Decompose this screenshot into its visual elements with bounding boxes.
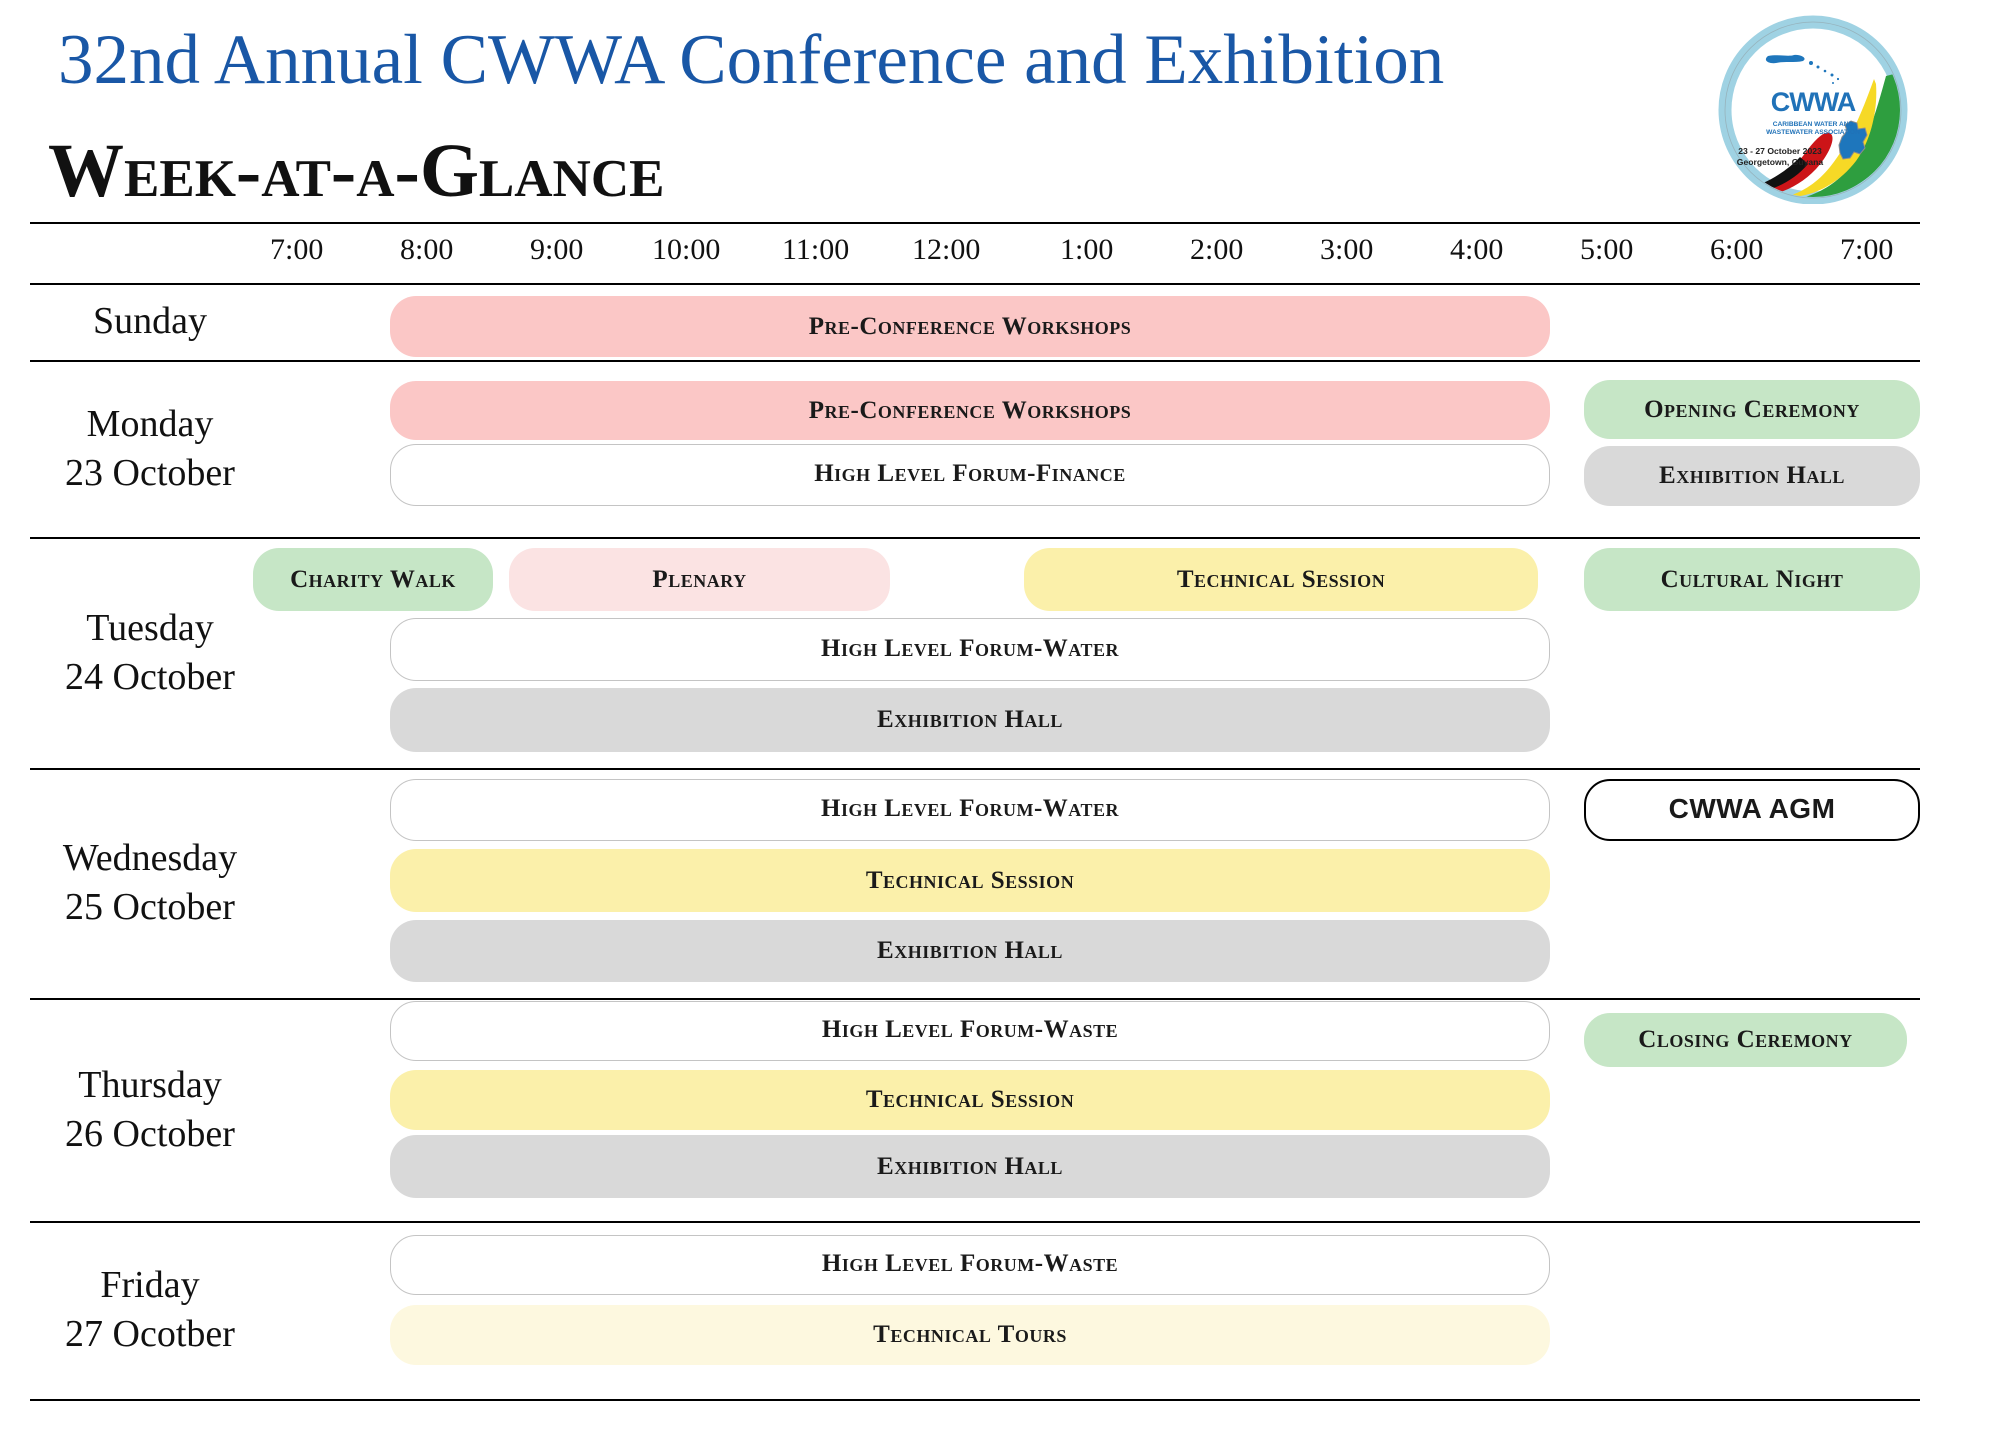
svg-text:23 - 27 October 2023: 23 - 27 October 2023 [1738, 146, 1822, 156]
svg-text:CWWA: CWWA [1771, 87, 1856, 117]
svg-text:WASTEWATER ASSOCIATION: WASTEWATER ASSOCIATION [1766, 129, 1860, 136]
svg-text:CARIBBEAN WATER AND: CARIBBEAN WATER AND [1773, 121, 1854, 128]
svg-text:Georgetown, Guyana: Georgetown, Guyana [1737, 157, 1824, 167]
